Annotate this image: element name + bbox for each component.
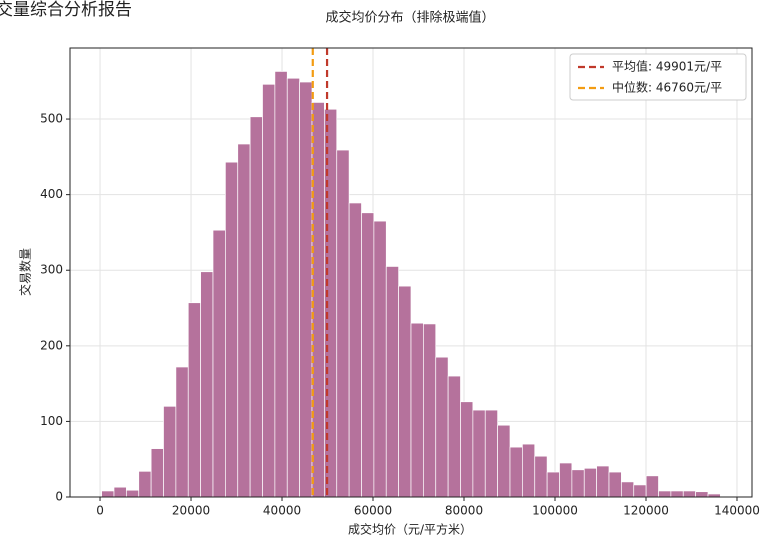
legend-box xyxy=(569,53,747,101)
y-tick-label: 100 xyxy=(40,414,63,428)
bar xyxy=(175,366,189,498)
bar xyxy=(348,202,362,498)
bar xyxy=(249,116,263,498)
bar xyxy=(410,322,424,498)
bar xyxy=(286,77,300,498)
y-tick-label: 400 xyxy=(40,187,63,201)
bar xyxy=(398,285,412,498)
bar xyxy=(423,323,437,498)
bar xyxy=(633,484,647,498)
bar xyxy=(509,446,523,498)
bar xyxy=(670,490,684,498)
bar xyxy=(163,405,177,498)
x-tick-label: 40000 xyxy=(263,504,301,518)
bar xyxy=(583,467,597,498)
x-tick-label: 60000 xyxy=(354,504,392,518)
bar xyxy=(274,71,288,498)
bar xyxy=(522,443,536,498)
bar xyxy=(546,471,560,498)
x-tick-label: 120000 xyxy=(623,504,669,518)
x-tick-label: 0 xyxy=(96,504,104,518)
bar xyxy=(113,486,127,498)
y-tick-label: 300 xyxy=(40,263,63,277)
y-axis-label: 交易数量 xyxy=(18,248,33,296)
bar xyxy=(299,81,313,498)
plot-frame xyxy=(69,47,753,498)
bar xyxy=(534,455,548,498)
x-tick-label: 140000 xyxy=(714,504,760,518)
y-tick-label: 0 xyxy=(55,490,63,504)
bar xyxy=(150,448,164,498)
legend-label: 平均值: 49901元/平 xyxy=(612,59,722,74)
bar xyxy=(101,490,115,498)
bar xyxy=(361,212,375,498)
bar xyxy=(262,83,276,498)
x-tick-label: 80000 xyxy=(445,504,483,518)
page-title: 交量综合分析报告 xyxy=(0,0,132,20)
bar xyxy=(447,375,461,498)
legend-label: 中位数: 46760元/平 xyxy=(612,80,722,95)
x-axis-label: 成交均价（元/平方米） xyxy=(348,522,472,537)
bar xyxy=(187,302,201,498)
bar xyxy=(212,229,226,498)
bar xyxy=(571,469,585,498)
y-tick-label: 200 xyxy=(40,338,63,352)
bar xyxy=(138,470,152,498)
bar xyxy=(596,465,610,498)
bar xyxy=(608,471,622,498)
bar xyxy=(484,409,498,498)
bar xyxy=(200,271,214,498)
bar xyxy=(225,161,239,498)
bar xyxy=(658,490,672,498)
bar xyxy=(472,409,486,498)
bar xyxy=(336,149,350,498)
bar xyxy=(559,462,573,498)
bar xyxy=(682,490,696,498)
bar xyxy=(435,356,449,498)
bar xyxy=(621,481,635,498)
bar xyxy=(126,489,140,498)
bar xyxy=(385,266,399,498)
y-tick-label: 500 xyxy=(40,112,63,126)
x-tick-label: 20000 xyxy=(172,504,210,518)
bar xyxy=(460,401,474,498)
bar xyxy=(497,424,511,498)
chart-title: 成交均价分布（排除极端值） xyxy=(325,10,494,26)
x-tick-label: 100000 xyxy=(532,504,578,518)
bar xyxy=(695,491,709,498)
bar xyxy=(373,220,387,498)
bar xyxy=(237,143,251,498)
bar xyxy=(645,475,659,498)
